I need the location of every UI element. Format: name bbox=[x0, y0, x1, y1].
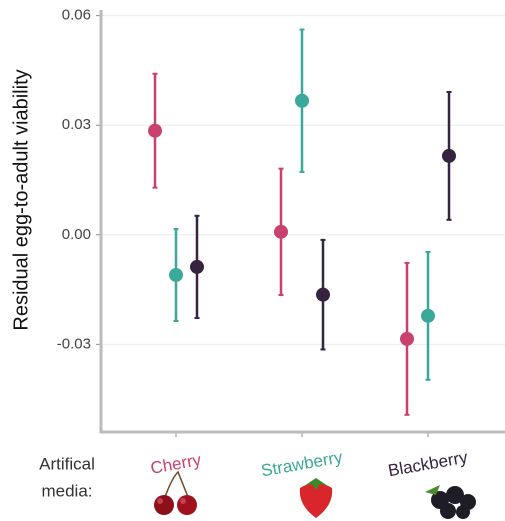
y-tick-label: 0.06 bbox=[62, 7, 91, 24]
x-axis-label-line: Artifical bbox=[39, 454, 95, 473]
chart: Residual egg-to-adult viability Artifica… bbox=[0, 0, 505, 521]
blackberry-icon bbox=[425, 485, 476, 519]
point bbox=[421, 309, 435, 323]
x-axis-label-line: media: bbox=[41, 481, 92, 500]
point bbox=[400, 332, 414, 346]
point bbox=[295, 94, 309, 108]
x-tick-label: Blackberry bbox=[387, 448, 470, 481]
point bbox=[442, 149, 456, 163]
y-tick-label: -0.03 bbox=[57, 335, 91, 352]
y-tick-label: 0.03 bbox=[62, 116, 91, 133]
strawberry-icon bbox=[300, 478, 332, 518]
cherry-icon bbox=[154, 472, 197, 515]
x-tick-label: Strawberry bbox=[260, 447, 345, 480]
y-tick-label: 0.00 bbox=[62, 226, 91, 243]
point bbox=[274, 225, 288, 239]
point bbox=[169, 268, 183, 282]
point bbox=[148, 124, 162, 138]
point bbox=[190, 260, 204, 274]
x-axis-label: Artifical media: bbox=[39, 454, 95, 500]
point bbox=[316, 288, 330, 302]
y-axis-label: Residual egg-to-adult viability bbox=[10, 69, 32, 330]
